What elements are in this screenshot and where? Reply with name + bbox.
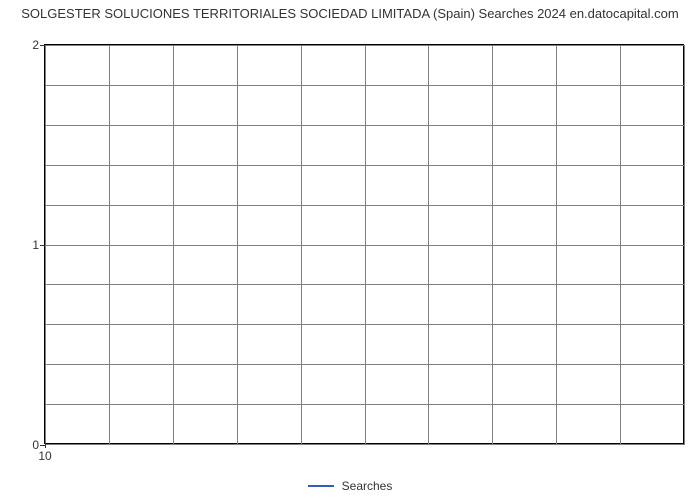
grid-hline xyxy=(45,324,685,325)
grid-hline xyxy=(45,45,685,46)
grid-hline xyxy=(45,165,685,166)
plot-area: 012 10 xyxy=(44,44,684,444)
grid-hline xyxy=(45,284,685,285)
ytick-label: 1 xyxy=(32,238,45,252)
legend-swatch-searches xyxy=(308,485,334,487)
grid-hline xyxy=(45,205,685,206)
grid-hline xyxy=(45,364,685,365)
grid-hline xyxy=(45,245,685,246)
xtick-label: 10 xyxy=(38,443,51,463)
legend: Searches xyxy=(0,478,700,493)
grid-hline xyxy=(45,404,685,405)
grid-hline xyxy=(45,125,685,126)
legend-label-searches: Searches xyxy=(342,479,393,493)
grid-hline xyxy=(45,444,685,445)
chart-title: SOLGESTER SOLUCIONES TERRITORIALES SOCIE… xyxy=(0,6,700,21)
ytick-label: 2 xyxy=(32,38,45,52)
grid-hline xyxy=(45,85,685,86)
